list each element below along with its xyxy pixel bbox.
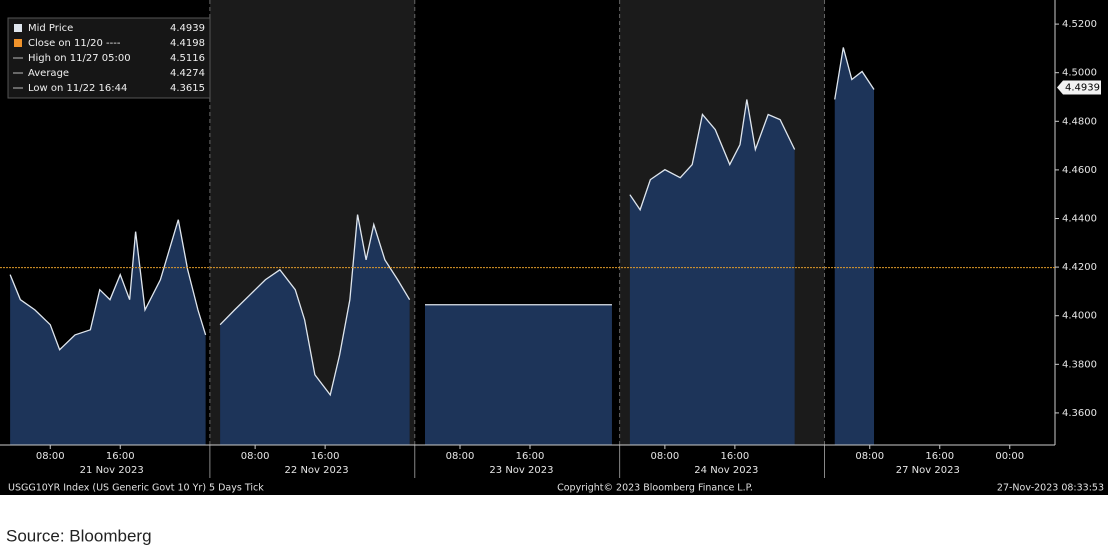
legend-box — [7, 17, 211, 99]
legend-value: 4.4274 — [170, 68, 205, 79]
legend-value: 4.4198 — [170, 38, 205, 49]
y-tick-label: 4.4800 — [1062, 116, 1097, 127]
footer-center: Copyright© 2023 Bloomberg Finance L.P. — [557, 483, 753, 494]
legend-label: Low on 11/22 16:44 — [28, 83, 127, 94]
date-label: 22 Nov 2023 — [285, 465, 349, 476]
price-line — [629, 99, 796, 212]
legend-label: Average — [28, 68, 69, 79]
area-fill — [629, 99, 795, 445]
y-tick-label: 4.4600 — [1062, 165, 1097, 176]
price-line — [834, 47, 875, 100]
x-tick-label: 00:00 — [995, 451, 1024, 462]
y-tick-label: 4.3800 — [1062, 359, 1097, 370]
footer-right: 27-Nov-2023 08:33:53 — [997, 483, 1104, 494]
y-tick-label: 4.4400 — [1062, 214, 1097, 225]
area-fill — [834, 47, 875, 445]
x-tick-label: 16:00 — [311, 451, 340, 462]
legend-label: Close on 11/20 ---- — [28, 38, 121, 49]
date-label: 27 Nov 2023 — [896, 465, 960, 476]
area-fill — [425, 304, 612, 445]
source-note: Source: Bloomberg — [6, 526, 152, 545]
legend-swatch — [14, 24, 22, 32]
x-tick-label: 16:00 — [720, 451, 749, 462]
legend-value: 4.3615 — [170, 83, 205, 94]
legend-label: High on 11/27 05:00 — [28, 53, 131, 64]
last-price-label: 4.4939 — [1065, 83, 1100, 94]
legend-label: Mid Price — [28, 23, 73, 34]
y-tick-label: 4.5200 — [1062, 19, 1097, 30]
x-tick-label: 08:00 — [241, 451, 270, 462]
y-tick-label: 4.5000 — [1062, 68, 1097, 79]
last-price-tag — [1057, 80, 1101, 95]
y-tick-label: 4.4200 — [1062, 262, 1097, 273]
legend-value: 4.5116 — [170, 53, 205, 64]
x-tick-label: 16:00 — [925, 451, 954, 462]
x-tick-label: 16:00 — [106, 451, 135, 462]
x-tick-label: 08:00 — [446, 451, 475, 462]
x-tick-label: 08:00 — [855, 451, 884, 462]
y-tick-label: 4.3600 — [1062, 408, 1097, 419]
area-fill — [10, 219, 206, 445]
date-label: 24 Nov 2023 — [694, 465, 758, 476]
price-line — [219, 214, 411, 397]
price-line — [9, 219, 207, 351]
x-tick-label: 08:00 — [36, 451, 65, 462]
date-label: 21 Nov 2023 — [80, 465, 144, 476]
x-tick-label: 16:00 — [516, 451, 545, 462]
legend-value: 4.4939 — [170, 23, 205, 34]
footer-left: USGG10YR Index (US Generic Govt 10 Yr) 5… — [8, 483, 264, 494]
y-tick-label: 4.4000 — [1062, 311, 1097, 322]
x-tick-label: 08:00 — [650, 451, 679, 462]
legend-swatch — [14, 39, 22, 47]
area-fill — [220, 214, 410, 445]
date-label: 23 Nov 2023 — [489, 465, 553, 476]
